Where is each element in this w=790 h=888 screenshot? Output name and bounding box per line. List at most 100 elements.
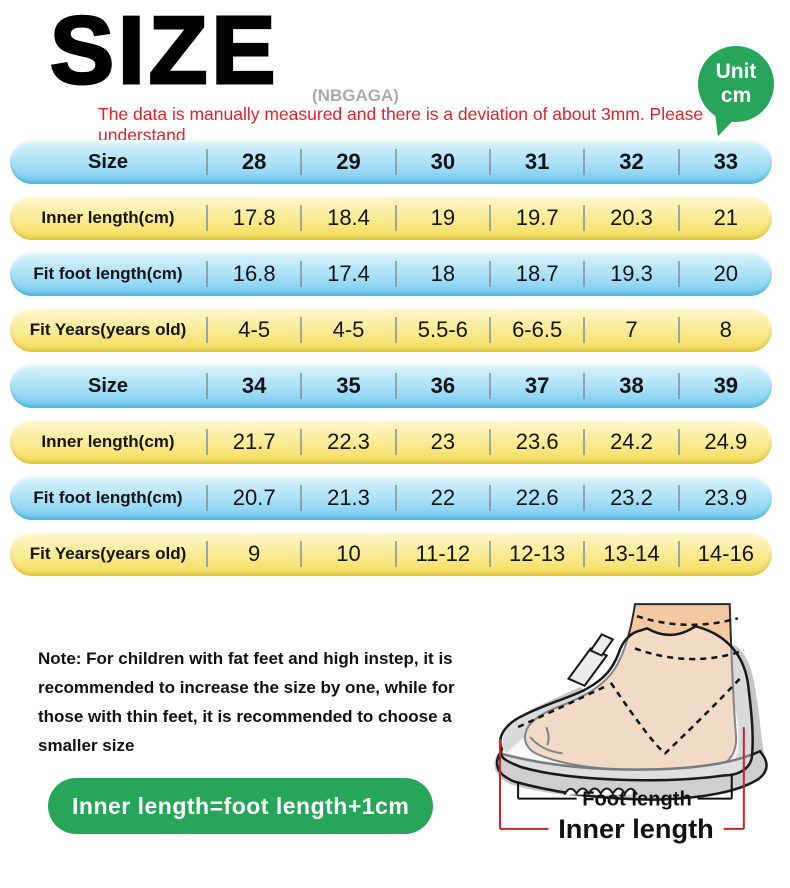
size-cell: 36 [430, 373, 456, 398]
cell-divider [206, 149, 208, 175]
cell-divider [300, 149, 303, 175]
size-cell: 37 [524, 373, 550, 398]
unit-badge-unit: cm [720, 84, 752, 107]
cell-divider [488, 149, 491, 175]
value-cell: 23.6 [515, 429, 559, 454]
cell-divider [677, 429, 680, 455]
size-cell: 28 [241, 149, 267, 174]
value-cell: 17.8 [232, 205, 276, 230]
row-label: Fit Years(years old) [29, 544, 187, 563]
sole-shape [495, 749, 768, 801]
cell-divider [583, 485, 586, 511]
table-row-fit-years-1: Fit Years(years old) 4-5 4-5 5.5-6 6-6.5… [10, 308, 772, 352]
dashed-seams [517, 615, 745, 755]
value-cell: 8 [719, 317, 732, 342]
cell-divider [677, 205, 680, 231]
cell-divider [583, 373, 586, 399]
cell-divider [488, 317, 491, 343]
table-row-inner-length-2: Inner length(cm) 21.7 22.3 23 23.6 24.2 … [10, 420, 772, 464]
cell-divider [300, 261, 303, 287]
value-cell: 20.7 [232, 485, 276, 510]
table-row-fit-years-2: Fit Years(years old) 9 10 11-12 12-13 13… [10, 532, 772, 576]
row-label: Fit foot length(cm) [33, 488, 183, 507]
value-cell: 19.3 [610, 261, 653, 286]
shoe-strap [566, 633, 615, 688]
cell-divider [394, 373, 397, 399]
cell-divider [394, 485, 397, 511]
cell-divider [300, 317, 303, 343]
value-cell: 20 [713, 261, 739, 286]
size-cell: 30 [430, 149, 456, 174]
value-cell: 23.9 [704, 485, 748, 510]
row-label: Fit Years(years old) [29, 320, 187, 339]
cell-divider [677, 373, 680, 399]
value-cell: 9 [248, 541, 261, 566]
value-cell: 12-13 [509, 541, 566, 566]
size-cell: 32 [619, 149, 644, 174]
value-cell: 17.4 [327, 261, 370, 286]
cell-divider [206, 541, 208, 567]
table-row-size-34-39: Size 34 35 36 37 38 39 [10, 364, 772, 408]
cell-divider [394, 429, 397, 455]
value-cell: 19 [430, 205, 456, 230]
row-label: Fit foot length(cm) [33, 264, 183, 283]
cell-divider [583, 541, 586, 567]
cell-divider [206, 485, 208, 511]
cell-divider [677, 541, 680, 567]
cell-divider [583, 429, 586, 455]
value-cell: 22.6 [515, 485, 559, 510]
value-cell: 23 [430, 429, 456, 454]
size-cell: 34 [241, 373, 267, 398]
value-cell: 4-5 [238, 317, 271, 342]
value-cell: 20.3 [610, 205, 653, 230]
row-label: Inner length(cm) [41, 208, 175, 227]
cell-divider [394, 317, 397, 343]
shoe-measurement-diagram: Foot length Inner length [494, 603, 768, 844]
cell-divider [300, 205, 303, 231]
row-label: Size [87, 150, 129, 173]
inner-length-label: Inner length [558, 813, 714, 844]
value-cell: 14-16 [697, 541, 754, 566]
size-cell: 35 [336, 373, 361, 398]
cell-divider [394, 541, 397, 567]
cell-divider [206, 205, 208, 231]
value-cell: 23.2 [610, 485, 653, 510]
value-cell: 18 [430, 261, 456, 286]
cell-divider [206, 429, 208, 455]
cell-divider [394, 261, 397, 287]
cell-divider [677, 485, 680, 511]
value-cell: 11-12 [415, 541, 471, 566]
sole-tread-icon [563, 787, 638, 796]
cell-divider [488, 429, 491, 455]
value-cell: 18.4 [327, 205, 370, 230]
cell-divider [300, 541, 303, 567]
value-cell: 10 [336, 541, 361, 566]
foot-shape [523, 603, 738, 774]
table-row-fit-foot-length-1: Fit foot length(cm) 16.8 17.4 18 18.7 19… [10, 252, 772, 296]
inner-length-bracket [498, 727, 745, 830]
size-cell: 31 [524, 149, 550, 174]
unit-badge: Unit cm [698, 46, 774, 139]
cell-divider [394, 205, 397, 231]
size-cell: 39 [713, 373, 739, 398]
value-cell: 16.8 [232, 261, 276, 286]
row-label: Size [87, 374, 129, 397]
value-cell: 5.5-6 [417, 317, 468, 342]
foot-length-bracket [517, 775, 733, 800]
value-cell: 19.7 [515, 205, 559, 230]
cell-divider [677, 149, 680, 175]
cell-divider [677, 261, 680, 287]
table-row-inner-length-1: Inner length(cm) 17.8 18.4 19 19.7 20.3 … [10, 196, 772, 240]
value-cell: 7 [625, 317, 638, 342]
value-cell: 4-5 [332, 317, 365, 342]
row-label: Inner length(cm) [41, 432, 175, 451]
value-cell: 24.9 [704, 429, 748, 454]
size-cell: 33 [713, 149, 739, 174]
cell-divider [583, 149, 586, 175]
value-cell: 21.3 [327, 485, 370, 510]
value-cell: 22.3 [327, 429, 370, 454]
cell-divider [206, 317, 208, 343]
brand-label: (NBGAGA) [312, 86, 399, 105]
cell-divider [206, 261, 208, 287]
